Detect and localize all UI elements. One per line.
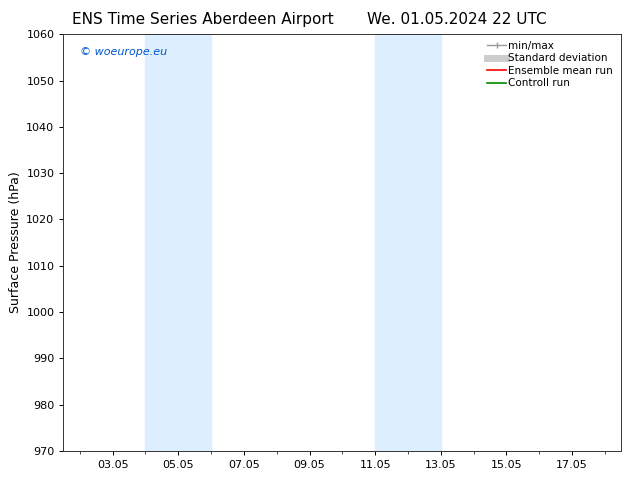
Text: ENS Time Series Aberdeen Airport: ENS Time Series Aberdeen Airport bbox=[72, 12, 333, 27]
Y-axis label: Surface Pressure (hPa): Surface Pressure (hPa) bbox=[9, 172, 22, 314]
Text: © woeurope.eu: © woeurope.eu bbox=[80, 47, 167, 57]
Bar bbox=[375, 34, 441, 451]
Legend: min/max, Standard deviation, Ensemble mean run, Controll run: min/max, Standard deviation, Ensemble me… bbox=[483, 36, 619, 93]
Text: We. 01.05.2024 22 UTC: We. 01.05.2024 22 UTC bbox=[366, 12, 547, 27]
Bar bbox=[145, 34, 211, 451]
